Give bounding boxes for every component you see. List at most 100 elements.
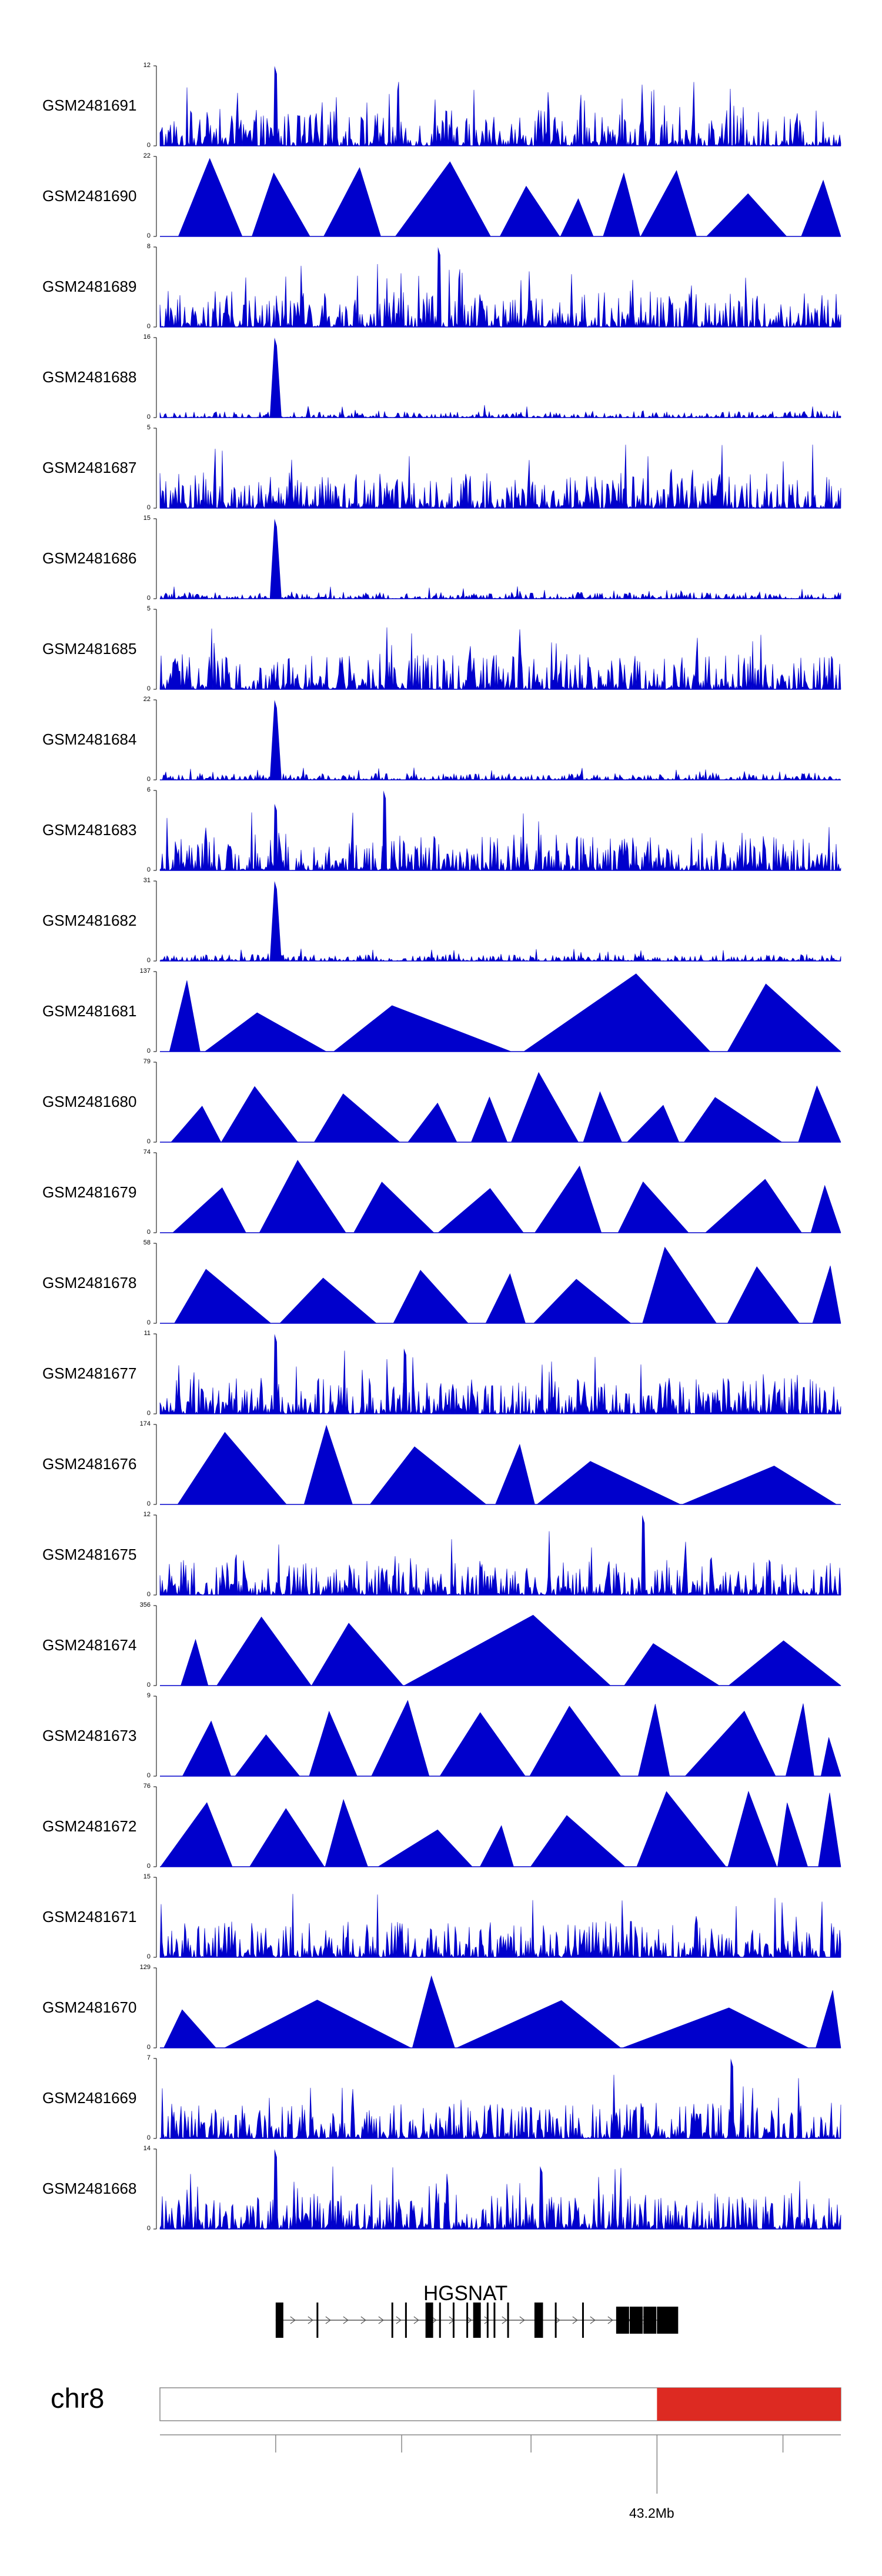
track-signal bbox=[160, 1424, 841, 1505]
track-label: GSM2481673 bbox=[42, 1727, 137, 1744]
strand-arrow bbox=[396, 2316, 402, 2324]
track-signal bbox=[160, 1246, 841, 1324]
track-signal bbox=[159, 1531, 841, 1596]
track-signal bbox=[159, 768, 841, 781]
track-label: GSM2481676 bbox=[42, 1455, 137, 1473]
signal-peak bbox=[402, 1348, 407, 1414]
track-label: GSM2481680 bbox=[42, 1093, 137, 1110]
y-tick-max-label: 76 bbox=[143, 1783, 151, 1790]
y-tick-max-label: 31 bbox=[143, 877, 151, 884]
signal-peak bbox=[273, 803, 278, 870]
y-tick-min-label: 0 bbox=[146, 2044, 151, 2051]
strand-arrow bbox=[519, 2316, 525, 2324]
y-tick-max-label: 22 bbox=[143, 152, 151, 159]
y-tick-min-label: 0 bbox=[146, 2134, 151, 2141]
chromosome-label: chr8 bbox=[51, 2383, 105, 2414]
gene-exon bbox=[643, 2307, 657, 2334]
y-tick-max-label: 8 bbox=[146, 243, 151, 250]
y-tick-min-label: 0 bbox=[146, 413, 151, 421]
track-label: GSM2481687 bbox=[42, 459, 137, 476]
track-signal bbox=[160, 973, 841, 1052]
track-signal bbox=[160, 158, 841, 237]
y-tick-min-label: 0 bbox=[146, 323, 151, 330]
signal-peak bbox=[436, 247, 442, 327]
track-label: GSM2481684 bbox=[42, 730, 137, 748]
y-tick-max-label: 5 bbox=[146, 605, 151, 612]
track-label: GSM2481668 bbox=[42, 2180, 137, 2197]
track-label: GSM2481679 bbox=[42, 1183, 137, 1201]
signal-peak bbox=[539, 2166, 544, 2229]
track-label: GSM2481678 bbox=[42, 1274, 137, 1292]
y-tick-max-label: 174 bbox=[139, 1420, 151, 1427]
strand-arrow bbox=[466, 2316, 472, 2324]
y-tick-min-label: 0 bbox=[146, 142, 151, 149]
y-tick-min-label: 0 bbox=[146, 1500, 151, 1507]
gene-exon bbox=[541, 2303, 543, 2338]
strand-arrow bbox=[378, 2316, 384, 2324]
y-tick-max-label: 15 bbox=[143, 515, 151, 522]
gene-exon bbox=[452, 2303, 455, 2338]
track-signal bbox=[159, 1894, 841, 1958]
y-tick-max-label: 12 bbox=[143, 1511, 151, 1518]
track-label: GSM2481671 bbox=[42, 1908, 137, 1926]
track-signal bbox=[160, 1072, 841, 1143]
track-label: GSM2481670 bbox=[42, 1998, 137, 2016]
y-tick-max-label: 9 bbox=[146, 1692, 151, 1699]
track-label: GSM2481691 bbox=[42, 96, 137, 114]
signal-peak bbox=[382, 790, 387, 870]
strand-arrow bbox=[343, 2316, 349, 2324]
signal-peak bbox=[273, 66, 278, 146]
strand-arrow bbox=[290, 2316, 296, 2324]
gene-exon bbox=[493, 2303, 496, 2338]
signal-peak bbox=[273, 2149, 278, 2229]
axis-position-label: 43.2Mb bbox=[629, 2505, 674, 2521]
y-tick-max-label: 5 bbox=[146, 424, 151, 431]
y-tick-min-label: 0 bbox=[146, 1319, 151, 1326]
y-tick-max-label: 137 bbox=[139, 967, 151, 975]
track-signal bbox=[159, 444, 841, 509]
gene-name-label: HGSNAT bbox=[423, 2282, 508, 2305]
chromosome-highlight bbox=[657, 2388, 841, 2421]
y-tick-max-label: 14 bbox=[143, 2145, 151, 2152]
track-label: GSM2481683 bbox=[42, 821, 137, 839]
track-label: GSM2481669 bbox=[42, 2089, 137, 2107]
gene-exon bbox=[486, 2303, 489, 2338]
y-tick-min-label: 0 bbox=[146, 1681, 151, 1689]
track-label: GSM2481674 bbox=[42, 1636, 137, 1654]
strand-arrow bbox=[413, 2316, 419, 2324]
y-tick-min-label: 0 bbox=[146, 2225, 151, 2232]
gene-exon bbox=[554, 2303, 557, 2338]
signal-peak bbox=[273, 1334, 278, 1414]
gene-exon bbox=[630, 2307, 643, 2334]
track-signal bbox=[160, 1614, 841, 1686]
track-signal bbox=[159, 2074, 841, 2140]
y-tick-min-label: 0 bbox=[146, 1772, 151, 1779]
signal-peak bbox=[269, 700, 282, 780]
track-signal bbox=[159, 263, 841, 328]
track-signal bbox=[160, 1975, 841, 2048]
signal-peak bbox=[269, 338, 282, 418]
track-signal bbox=[159, 1350, 841, 1415]
y-tick-max-label: 16 bbox=[143, 333, 151, 341]
y-tick-max-label: 58 bbox=[143, 1239, 151, 1246]
track-signal bbox=[160, 1160, 841, 1233]
track-signal bbox=[159, 405, 841, 419]
y-tick-min-label: 0 bbox=[146, 1138, 151, 1145]
track-label: GSM2481686 bbox=[42, 549, 137, 567]
signal-peak bbox=[729, 2058, 734, 2138]
y-tick-max-label: 12 bbox=[143, 62, 151, 69]
strand-arrow bbox=[325, 2316, 331, 2324]
y-tick-min-label: 0 bbox=[146, 685, 151, 692]
gene-exon bbox=[405, 2303, 407, 2338]
track-signal bbox=[159, 949, 841, 962]
track-label: GSM2481672 bbox=[42, 1817, 137, 1835]
track-label: GSM2481682 bbox=[42, 912, 137, 929]
gene-exon bbox=[425, 2303, 433, 2338]
y-tick-max-label: 22 bbox=[143, 696, 151, 703]
gene-exon bbox=[439, 2303, 441, 2338]
track-signal bbox=[159, 812, 841, 871]
y-tick-max-label: 356 bbox=[139, 1601, 151, 1609]
track-label: GSM2481685 bbox=[42, 640, 137, 658]
y-tick-min-label: 0 bbox=[146, 232, 151, 239]
